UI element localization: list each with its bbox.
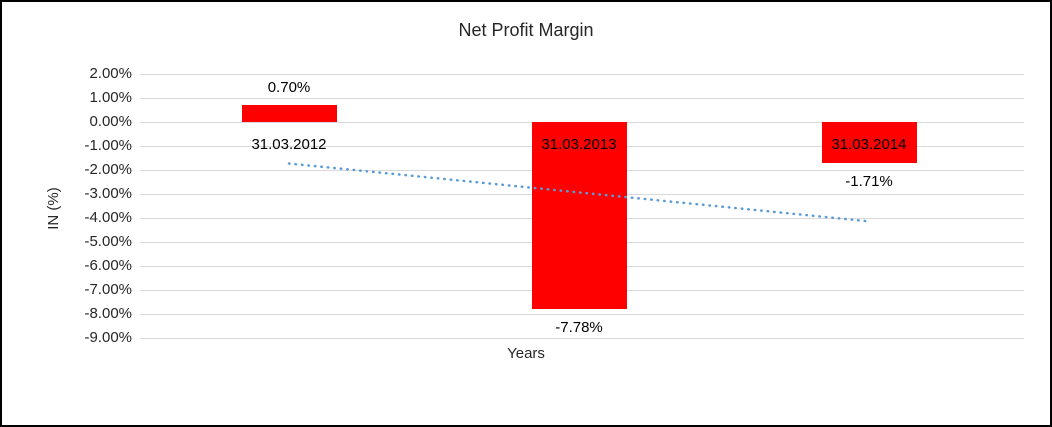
y-tick-label: -4.00% (84, 209, 132, 226)
category-label: 31.03.2013 (541, 136, 617, 153)
gridline (140, 338, 1024, 339)
y-tick-label: -8.00% (84, 305, 132, 322)
y-tick-label: 1.00% (89, 89, 132, 106)
y-tick-label: -6.00% (84, 257, 132, 274)
y-tick-label: 2.00% (89, 65, 132, 82)
chart-title: Net Profit Margin (458, 20, 594, 40)
y-tick-label: -7.00% (84, 281, 132, 298)
y-tick-label: -9.00% (84, 329, 132, 346)
y-tick-label: -2.00% (84, 161, 132, 178)
x-axis-title: Years (507, 345, 545, 362)
data-label: -7.78% (555, 318, 603, 336)
bar-31.03.2014 (821, 122, 917, 164)
gridline (140, 314, 1024, 315)
data-label: -1.71% (845, 173, 893, 191)
y-tick-label: -1.00% (84, 137, 132, 154)
data-label: 0.70% (267, 79, 311, 97)
gridline (140, 98, 1024, 99)
y-tick-label: -5.00% (84, 233, 132, 250)
category-label: 31.03.2012 (251, 136, 327, 153)
category-label: 31.03.2014 (831, 136, 907, 153)
gridline (140, 74, 1024, 75)
bar-31.03.2012 (241, 105, 337, 122)
y-tick-label: -3.00% (84, 185, 132, 202)
y-tick-label: 0.00% (89, 113, 132, 130)
